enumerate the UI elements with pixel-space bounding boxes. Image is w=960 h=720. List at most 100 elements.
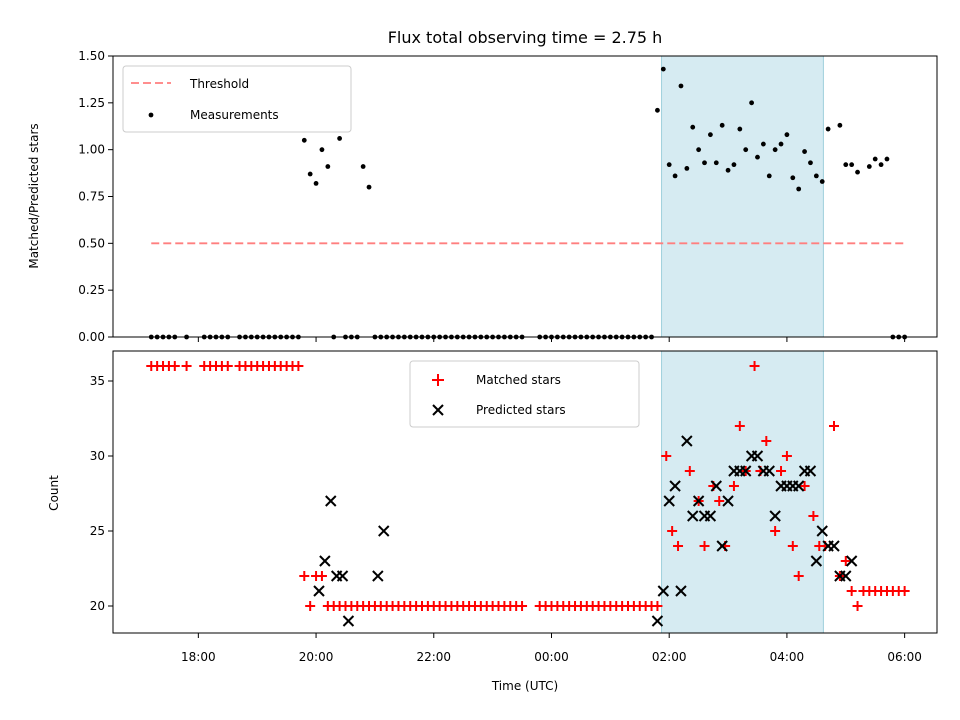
predicted-star-point <box>740 465 752 477</box>
predicted-star-point <box>681 435 693 447</box>
measurement-point <box>719 122 725 128</box>
measurement-point <box>684 166 690 171</box>
predicted-star-point <box>336 570 349 582</box>
predicted-star-point <box>751 450 764 462</box>
bottom-y-ticks: 20 25 30 35 <box>90 374 113 613</box>
predicted-star-point <box>722 495 734 507</box>
x-axis-label: Time (UTC) <box>491 679 558 693</box>
x-tick-label: 00:00 <box>534 650 569 664</box>
bottom-legend: Matched stars Predicted stars <box>409 360 640 428</box>
measurement-point <box>778 141 784 147</box>
x-tick-label: 06:00 <box>887 650 922 664</box>
matched-star-point <box>787 541 798 551</box>
predicted-star-point <box>651 615 664 627</box>
measurement-point <box>784 132 790 138</box>
x-tick-label: 02:00 <box>652 650 687 664</box>
predicted-star-point <box>692 495 705 507</box>
top-legend-box <box>122 65 352 133</box>
measurement-point <box>655 107 660 113</box>
measurement-point <box>849 162 855 168</box>
matched-star-point <box>293 361 304 371</box>
bottom-legend-box <box>409 360 640 428</box>
matched-star-point <box>169 361 180 371</box>
observing-span-bottom <box>661 350 824 634</box>
measurement-point <box>319 147 325 153</box>
top-legend: Threshold Measurements <box>122 65 352 133</box>
matched-star-point <box>652 601 663 611</box>
y-tick-label: 20 <box>90 599 105 613</box>
measurement-point <box>866 164 872 169</box>
measurement-point <box>872 156 878 162</box>
matched-star-point <box>781 451 792 461</box>
chart-title: Flux total observing time = 2.75 h <box>388 28 663 47</box>
y-tick-label: 1.25 <box>78 96 105 110</box>
predicted-star-point <box>342 615 355 627</box>
measurement-point <box>749 100 754 106</box>
measurement-point <box>337 136 342 141</box>
matched-star-point <box>699 541 710 551</box>
measurement-point <box>843 162 849 168</box>
legend-threshold-label: Threshold <box>189 77 249 91</box>
measurement-point <box>755 154 760 160</box>
measurement-point <box>366 184 372 190</box>
x-tick-label: 04:00 <box>770 650 805 664</box>
matched-star-point <box>667 526 678 536</box>
predicted-star-point <box>763 465 775 477</box>
y-tick-label: 1.00 <box>78 143 105 157</box>
measurement-point <box>837 122 843 128</box>
matched-star-point <box>829 421 839 431</box>
matched-star-point <box>299 571 310 581</box>
predicted-star-point <box>792 480 805 492</box>
top-y-axis-label: Matched/Predicted stars <box>27 123 41 268</box>
measurement-point <box>696 147 702 153</box>
predicted-star-point <box>663 495 675 507</box>
matched-star-point <box>181 361 192 371</box>
y-tick-label: 0.00 <box>78 330 105 344</box>
predicted-star-point <box>845 555 858 567</box>
y-tick-label: 0.25 <box>78 283 105 297</box>
predicted-star-point <box>319 555 331 567</box>
predicted-star-point <box>372 570 384 582</box>
matched-star-point <box>517 601 528 611</box>
measurement-point <box>743 147 749 153</box>
measurement-point <box>678 83 684 89</box>
bottom-plot-frame <box>112 350 938 634</box>
x-tick-label: 22:00 <box>416 650 451 664</box>
measurement-point <box>672 173 678 179</box>
matched-star-point <box>749 361 760 371</box>
predicted-star-point <box>669 480 681 492</box>
measurement-point <box>790 175 796 181</box>
predicted-star-point <box>313 585 325 597</box>
bottom-axes: 20 25 30 35 18:00 20:00 22:00 00:00 02:00 04:00 0… <box>47 350 938 693</box>
predicted-star-point <box>675 585 687 597</box>
measurement-point <box>307 171 313 177</box>
measurement-point <box>713 160 719 166</box>
measurement-point <box>825 126 831 132</box>
measurement-point <box>796 186 802 192</box>
y-tick-label: 25 <box>90 524 105 538</box>
predicted-star-point <box>716 540 728 552</box>
measurement-point <box>808 160 813 166</box>
matched-star-point <box>840 556 851 566</box>
predicted-star-point <box>710 480 722 492</box>
x-tick-label: 18:00 <box>181 650 216 664</box>
matched-star-point <box>728 481 739 491</box>
legend-predicted-swatch <box>432 404 444 416</box>
predicted-star-point <box>769 510 781 522</box>
y-tick-label: 35 <box>90 374 105 388</box>
matched-star-point <box>305 601 316 611</box>
measurement-point <box>760 141 766 147</box>
measurement-point <box>813 173 819 179</box>
measurement-point <box>702 160 707 166</box>
y-tick-label: 1.50 <box>78 49 105 63</box>
measurement-point <box>690 124 696 130</box>
bottom-y-axis-label: Count <box>47 475 61 511</box>
matched-star-point <box>661 451 672 461</box>
legend-matched-label: Matched stars <box>476 373 561 387</box>
measurement-point <box>325 164 331 169</box>
legend-measurements-swatch <box>148 112 154 118</box>
matched-star-point <box>222 361 233 371</box>
measurement-point <box>708 132 713 138</box>
measurement-point <box>819 179 825 184</box>
